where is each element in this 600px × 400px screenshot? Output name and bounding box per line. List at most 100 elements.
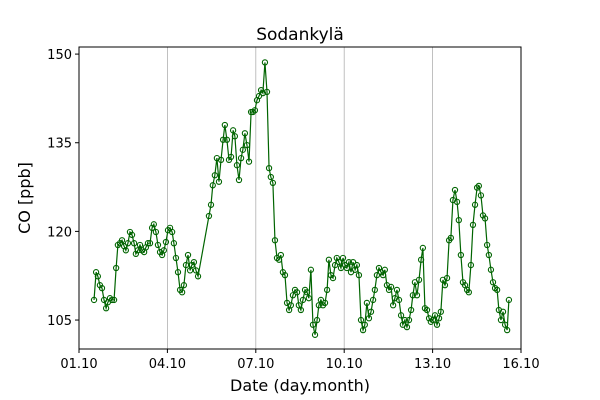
point xyxy=(335,258,343,266)
point xyxy=(457,251,465,259)
point xyxy=(277,251,284,259)
point xyxy=(211,172,218,179)
point xyxy=(303,289,311,296)
x-tick-label: 04.10 xyxy=(149,357,186,372)
point xyxy=(289,292,297,299)
point xyxy=(170,240,178,247)
point xyxy=(128,231,136,239)
point xyxy=(182,261,190,269)
point xyxy=(393,286,401,294)
point xyxy=(417,256,425,263)
point xyxy=(489,279,497,286)
y-tick-label: 135 xyxy=(47,137,72,152)
point xyxy=(287,302,295,309)
point xyxy=(329,274,337,282)
point xyxy=(168,228,176,236)
x-tick-label: 10.10 xyxy=(326,357,363,372)
point xyxy=(186,267,194,274)
point xyxy=(423,306,431,314)
y-axis-label: CO [ppb] xyxy=(15,162,34,234)
point xyxy=(178,289,186,296)
x-tick-label: 16.10 xyxy=(502,357,539,372)
point xyxy=(313,316,321,324)
point xyxy=(217,156,225,164)
point xyxy=(251,107,259,114)
point xyxy=(361,321,368,328)
line xyxy=(93,62,510,335)
point xyxy=(112,264,120,272)
point xyxy=(235,176,243,184)
x-tick-label: 07.10 xyxy=(237,357,274,372)
point xyxy=(455,217,462,224)
point xyxy=(184,251,192,259)
point xyxy=(349,258,357,266)
point xyxy=(152,228,160,236)
point xyxy=(108,296,116,304)
point xyxy=(227,153,235,161)
point xyxy=(146,240,154,247)
point xyxy=(154,241,162,249)
point xyxy=(499,308,507,315)
point xyxy=(307,266,315,273)
point xyxy=(281,271,289,279)
x-tick-label: 13.10 xyxy=(414,357,451,372)
point xyxy=(229,127,237,134)
point xyxy=(263,88,271,96)
point xyxy=(239,146,246,153)
point xyxy=(190,258,198,266)
point xyxy=(363,299,371,307)
point xyxy=(267,173,274,181)
point xyxy=(395,296,403,304)
point xyxy=(481,215,489,222)
point xyxy=(231,133,239,140)
point xyxy=(221,121,229,129)
y-tick-label: 120 xyxy=(47,225,72,240)
point xyxy=(451,186,459,194)
point xyxy=(180,282,188,289)
point xyxy=(245,158,253,165)
point xyxy=(241,130,249,137)
point xyxy=(150,221,157,228)
point xyxy=(102,305,110,312)
point xyxy=(243,141,251,149)
point xyxy=(431,312,439,319)
point xyxy=(405,316,413,324)
point xyxy=(419,244,427,252)
point xyxy=(98,284,106,292)
point xyxy=(447,234,455,242)
point xyxy=(401,316,409,324)
point xyxy=(433,321,441,328)
point xyxy=(409,292,417,299)
point xyxy=(194,273,202,280)
point xyxy=(215,178,223,185)
point xyxy=(122,247,130,254)
point xyxy=(407,306,415,314)
point xyxy=(162,238,170,246)
point xyxy=(367,308,375,315)
x-tick-label: 01.10 xyxy=(60,357,97,372)
point xyxy=(148,224,156,231)
point xyxy=(359,326,367,334)
point xyxy=(379,271,387,279)
point xyxy=(355,271,363,279)
point xyxy=(207,201,215,208)
point xyxy=(504,326,511,334)
point xyxy=(265,165,273,172)
point xyxy=(160,247,168,254)
point xyxy=(467,261,475,269)
point xyxy=(473,184,481,191)
point xyxy=(337,264,345,272)
point xyxy=(317,296,325,304)
point xyxy=(144,240,152,247)
point xyxy=(136,241,144,249)
point xyxy=(261,59,269,66)
point xyxy=(475,182,483,190)
point xyxy=(369,296,377,304)
point xyxy=(469,221,477,229)
point xyxy=(233,162,241,169)
point xyxy=(259,89,267,97)
point xyxy=(271,237,279,244)
point xyxy=(172,254,180,262)
point xyxy=(209,182,216,189)
